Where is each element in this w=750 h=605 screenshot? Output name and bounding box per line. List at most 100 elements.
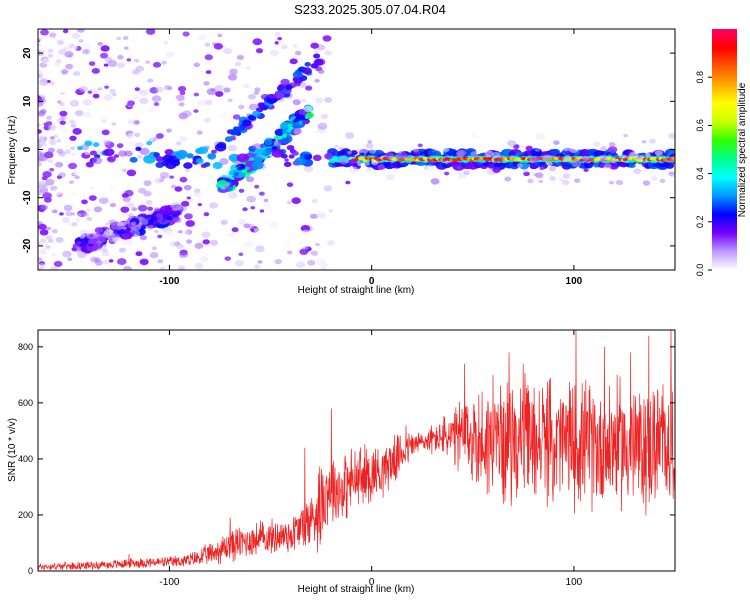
heatmap-noise-cell [227,191,238,199]
heatmap-lowband-cell [68,162,78,170]
heatmap-noise-cell [88,234,95,238]
heatmap-noise-cell [518,145,526,151]
heatmap-noise-cell [569,146,579,153]
heatmap-noise-cell [201,231,211,238]
heatmap-noise-cell [131,207,138,212]
heatmap-noise-cell [71,247,77,252]
heatmap-noise-cell [431,148,436,152]
heatmap-branch-core [136,224,143,228]
heatmap-noise-cell [522,169,528,173]
heatmap-noise-cell [170,184,177,189]
heatmap-noise-cell [535,133,545,140]
heatmap-noise-cell [286,182,294,187]
heatmap-noise-cell [303,165,314,173]
heatmap-noise-cell [38,180,47,188]
heatmap-noise-cell [649,138,656,144]
heatmap-noise-cell [121,213,128,218]
heatmap-arc-cell [275,92,285,99]
heatmap-noise-cell [599,154,609,162]
heatmap-noise-cell [103,94,113,101]
heatmap-noise-cell [60,69,69,75]
heatmap-noise-cell [238,104,245,110]
heatmap-branch-core [149,218,155,223]
heatmap-noise-cell [116,258,127,266]
heatmap-noise-cell [76,213,83,217]
heatmap-noise-cell [160,267,165,270]
heatmap-noise-cell [155,86,164,93]
heatmap-arc-cell [268,93,276,99]
heatmap-noise-cell [204,117,211,123]
heatmap-noise-cell [91,67,100,74]
heatmap-noise-cell [270,49,279,56]
heatmap-noise-cell [593,141,601,147]
heatmap-noise-cell [310,250,319,256]
heatmap-noise-cell [539,166,545,171]
heatmap-noise-cell [147,108,154,113]
heatmap-noise-cell [504,176,512,182]
heatmap-noise-cell [93,206,103,213]
heatmap-noise-cell [206,60,213,65]
heatmap-noise-cell [174,186,183,192]
heatmap-noise-cell [222,183,230,189]
heatmap-noise-cell [326,239,335,246]
heatmap-noise-cell [97,87,103,91]
heatmap-noise-cell [155,97,162,102]
heatmap-noise-cell [56,39,65,46]
heatmap-noise-cell [38,266,45,270]
heatmap-noise-cell [40,238,47,243]
heatmap-noise-cell [315,97,324,104]
heatmap-noise-cell [81,199,88,205]
heatmap-noise-cell [301,229,310,236]
heatmap-noise-cell [322,35,332,42]
heatmap-noise-cell [366,168,372,172]
heatmap-arc-cell [302,67,312,75]
heatmap-lowband-cell [165,161,177,170]
heatmap-noise-cell [106,156,116,163]
heatmap-noise-cell [302,246,309,251]
heatmap-noise-cell [157,259,164,264]
heatmap-noise-cell [229,68,238,75]
heatmap-noise-cell [188,198,194,203]
heatmap-noise-cell [315,242,320,247]
heatmap-noise-cell [177,85,187,92]
heatmap-noise-cell [81,48,91,55]
heatmap-noise-cell [456,166,462,170]
heatmap-lowband-cell [139,147,150,156]
heatmap-noise-cell [38,257,43,262]
heatmap-noise-cell [72,170,81,176]
heatmap-noise-cell [104,85,109,89]
spectrogram-y-tick-label: -10 [22,190,33,205]
heatmap-noise-cell [215,90,224,97]
heatmap-noise-cell [204,54,213,61]
heatmap-noise-cell [134,142,144,149]
heatmap-noise-cell [621,154,628,159]
heatmap-noise-cell [59,120,66,125]
heatmap-noise-cell [51,213,61,220]
heatmap-noise-cell [214,262,221,268]
heatmap-noise-cell [115,47,120,51]
heatmap-noise-cell [668,132,675,140]
heatmap-noise-cell [40,204,49,210]
heatmap-lowband-cell [91,156,103,165]
heatmap-noise-cell [179,176,188,183]
spectrogram-x-axis-label: Height of straight line (km) [298,285,415,296]
heatmap-lowband-cell [288,154,295,159]
heatmap-noise-cell [246,240,254,246]
heatmap-lowband-cell [155,156,164,162]
heatmap-noise-cell [600,146,607,151]
heatmap-lowband-cell [236,153,250,163]
heatmap-noise-cell [348,159,356,165]
heatmap-noise-cell [149,252,159,259]
heatmap-arc-cell [257,102,265,108]
heatmap-noise-cell [232,114,241,120]
heatmap-branch-core [166,216,172,221]
heatmap-ridge-halo [350,150,358,156]
heatmap-branch-core [233,172,239,176]
heatmap-noise-cell [549,176,556,181]
heatmap-noise-cell [127,119,136,125]
heatmap-noise-cell [470,151,479,157]
heatmap-noise-cell [169,175,174,179]
heatmap-noise-cell [50,81,56,86]
heatmap-noise-cell [356,148,363,154]
heatmap-noise-cell [157,234,163,239]
